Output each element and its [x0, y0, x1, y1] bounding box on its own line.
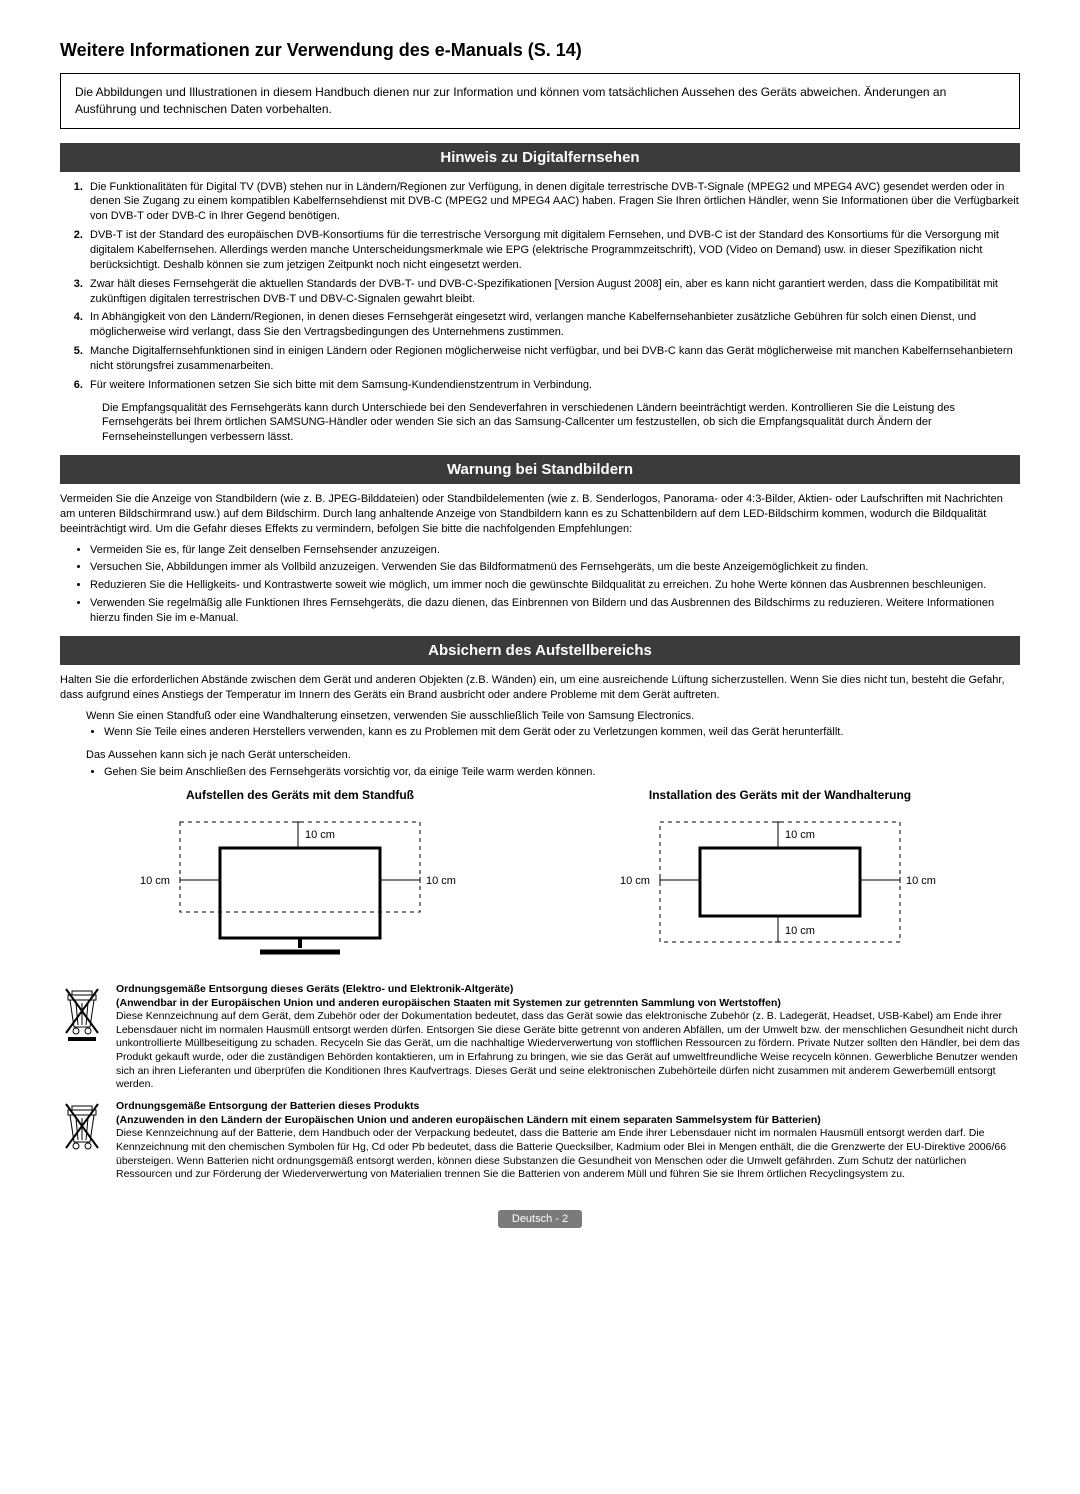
- diagram-wall: Installation des Geräts mit der Wandhalt…: [540, 788, 1020, 965]
- disposal-battery-text: Ordnungsgemäße Entsorgung der Batterien …: [116, 1100, 1020, 1182]
- digital-item: Zwar hält dieses Fernsehgerät die aktuel…: [86, 277, 1020, 307]
- disposal-battery-body: Diese Kennzeichnung auf der Batterie, de…: [116, 1127, 1006, 1180]
- disposal-device-title: Ordnungsgemäße Entsorgung dieses Geräts …: [116, 983, 513, 995]
- wall-diagram-svg: 10 cm 10 cm 10 cm 10 cm: [620, 812, 940, 962]
- stillimage-bullet: Reduzieren Sie die Helligkeits- und Kont…: [90, 578, 1020, 593]
- dim-right: 10 cm: [906, 875, 936, 887]
- disposal-device-text: Ordnungsgemäße Entsorgung dieses Geräts …: [116, 983, 1020, 1092]
- stillimage-intro: Vermeiden Sie die Anzeige von Standbilde…: [60, 492, 1020, 537]
- disposal-device-body: Diese Kennzeichnung auf dem Gerät, dem Z…: [116, 1010, 1020, 1090]
- clearance-subintro: Wenn Sie einen Standfuß oder eine Wandha…: [86, 710, 694, 722]
- dim-top: 10 cm: [305, 829, 335, 841]
- section-header-clearance: Absichern des Aufstellbereichs: [60, 636, 1020, 665]
- diagram-wall-title: Installation des Geräts mit der Wandhalt…: [540, 788, 1020, 802]
- clearance-intro: Halten Sie die erforderlichen Abstände z…: [60, 673, 1020, 703]
- clearance-sub: Wenn Sie einen Standfuß oder eine Wandha…: [86, 709, 1020, 780]
- clearance-subintro2: Das Aussehen kann sich je nach Gerät unt…: [86, 749, 351, 761]
- digital-item: Manche Digitalfernsehfunktionen sind in …: [86, 344, 1020, 374]
- digital-item: Für weitere Informationen setzen Sie sic…: [86, 378, 1020, 393]
- intro-box: Die Abbildungen und Illustrationen in di…: [60, 73, 1020, 129]
- diagram-row: Aufstellen des Geräts mit dem Standfuß 1…: [60, 788, 1020, 965]
- dim-left: 10 cm: [620, 875, 650, 887]
- diagram-stand-title: Aufstellen des Geräts mit dem Standfuß: [60, 788, 540, 802]
- disposal-battery: Ordnungsgemäße Entsorgung der Batterien …: [60, 1100, 1020, 1182]
- dim-bottom: 10 cm: [785, 925, 815, 937]
- clearance-subbullet2: Gehen Sie beim Anschließen des Fernsehge…: [104, 765, 1020, 780]
- disposal-device-subtitle: (Anwendbar in der Europäischen Union und…: [116, 997, 781, 1009]
- dim-right: 10 cm: [426, 875, 456, 887]
- page-title: Weitere Informationen zur Verwendung des…: [60, 40, 1020, 61]
- disposal-battery-title: Ordnungsgemäße Entsorgung der Batterien …: [116, 1100, 419, 1112]
- weee-bin-icon: [60, 985, 104, 1046]
- battery-bin-icon: [60, 1102, 104, 1157]
- dim-top: 10 cm: [785, 829, 815, 841]
- disposal-battery-subtitle: (Anzuwenden in den Ländern der Europäisc…: [116, 1114, 821, 1126]
- digital-item: DVB-T ist der Standard des europäischen …: [86, 228, 1020, 273]
- disposal-device: Ordnungsgemäße Entsorgung dieses Geräts …: [60, 983, 1020, 1092]
- page-footer: Deutsch - 2: [60, 1210, 1020, 1228]
- stillimage-bullet: Versuchen Sie, Abbildungen immer als Vol…: [90, 560, 1020, 575]
- section-header-digital: Hinweis zu Digitalfernsehen: [60, 143, 1020, 172]
- digital-item: In Abhängigkeit von den Ländern/Regionen…: [86, 310, 1020, 340]
- digital-note: Die Empfangsqualität des Fernsehgeräts k…: [102, 401, 1020, 446]
- stillimage-bullet: Verwenden Sie regelmäßig alle Funktionen…: [90, 596, 1020, 626]
- section-header-stillimage: Warnung bei Standbildern: [60, 455, 1020, 484]
- digital-list: Die Funktionalitäten für Digital TV (DVB…: [60, 180, 1020, 393]
- footer-label: Deutsch - 2: [498, 1210, 582, 1228]
- stillimage-bullet: Vermeiden Sie es, für lange Zeit denselb…: [90, 543, 1020, 558]
- stillimage-bullets: Vermeiden Sie es, für lange Zeit denselb…: [72, 543, 1020, 626]
- digital-item: Die Funktionalitäten für Digital TV (DVB…: [86, 180, 1020, 225]
- clearance-subbullet: Wenn Sie Teile eines anderen Herstellers…: [104, 725, 1020, 740]
- diagram-stand: Aufstellen des Geräts mit dem Standfuß 1…: [60, 788, 540, 965]
- dim-left: 10 cm: [140, 875, 170, 887]
- stand-diagram-svg: 10 cm 10 cm 10 cm: [140, 812, 460, 962]
